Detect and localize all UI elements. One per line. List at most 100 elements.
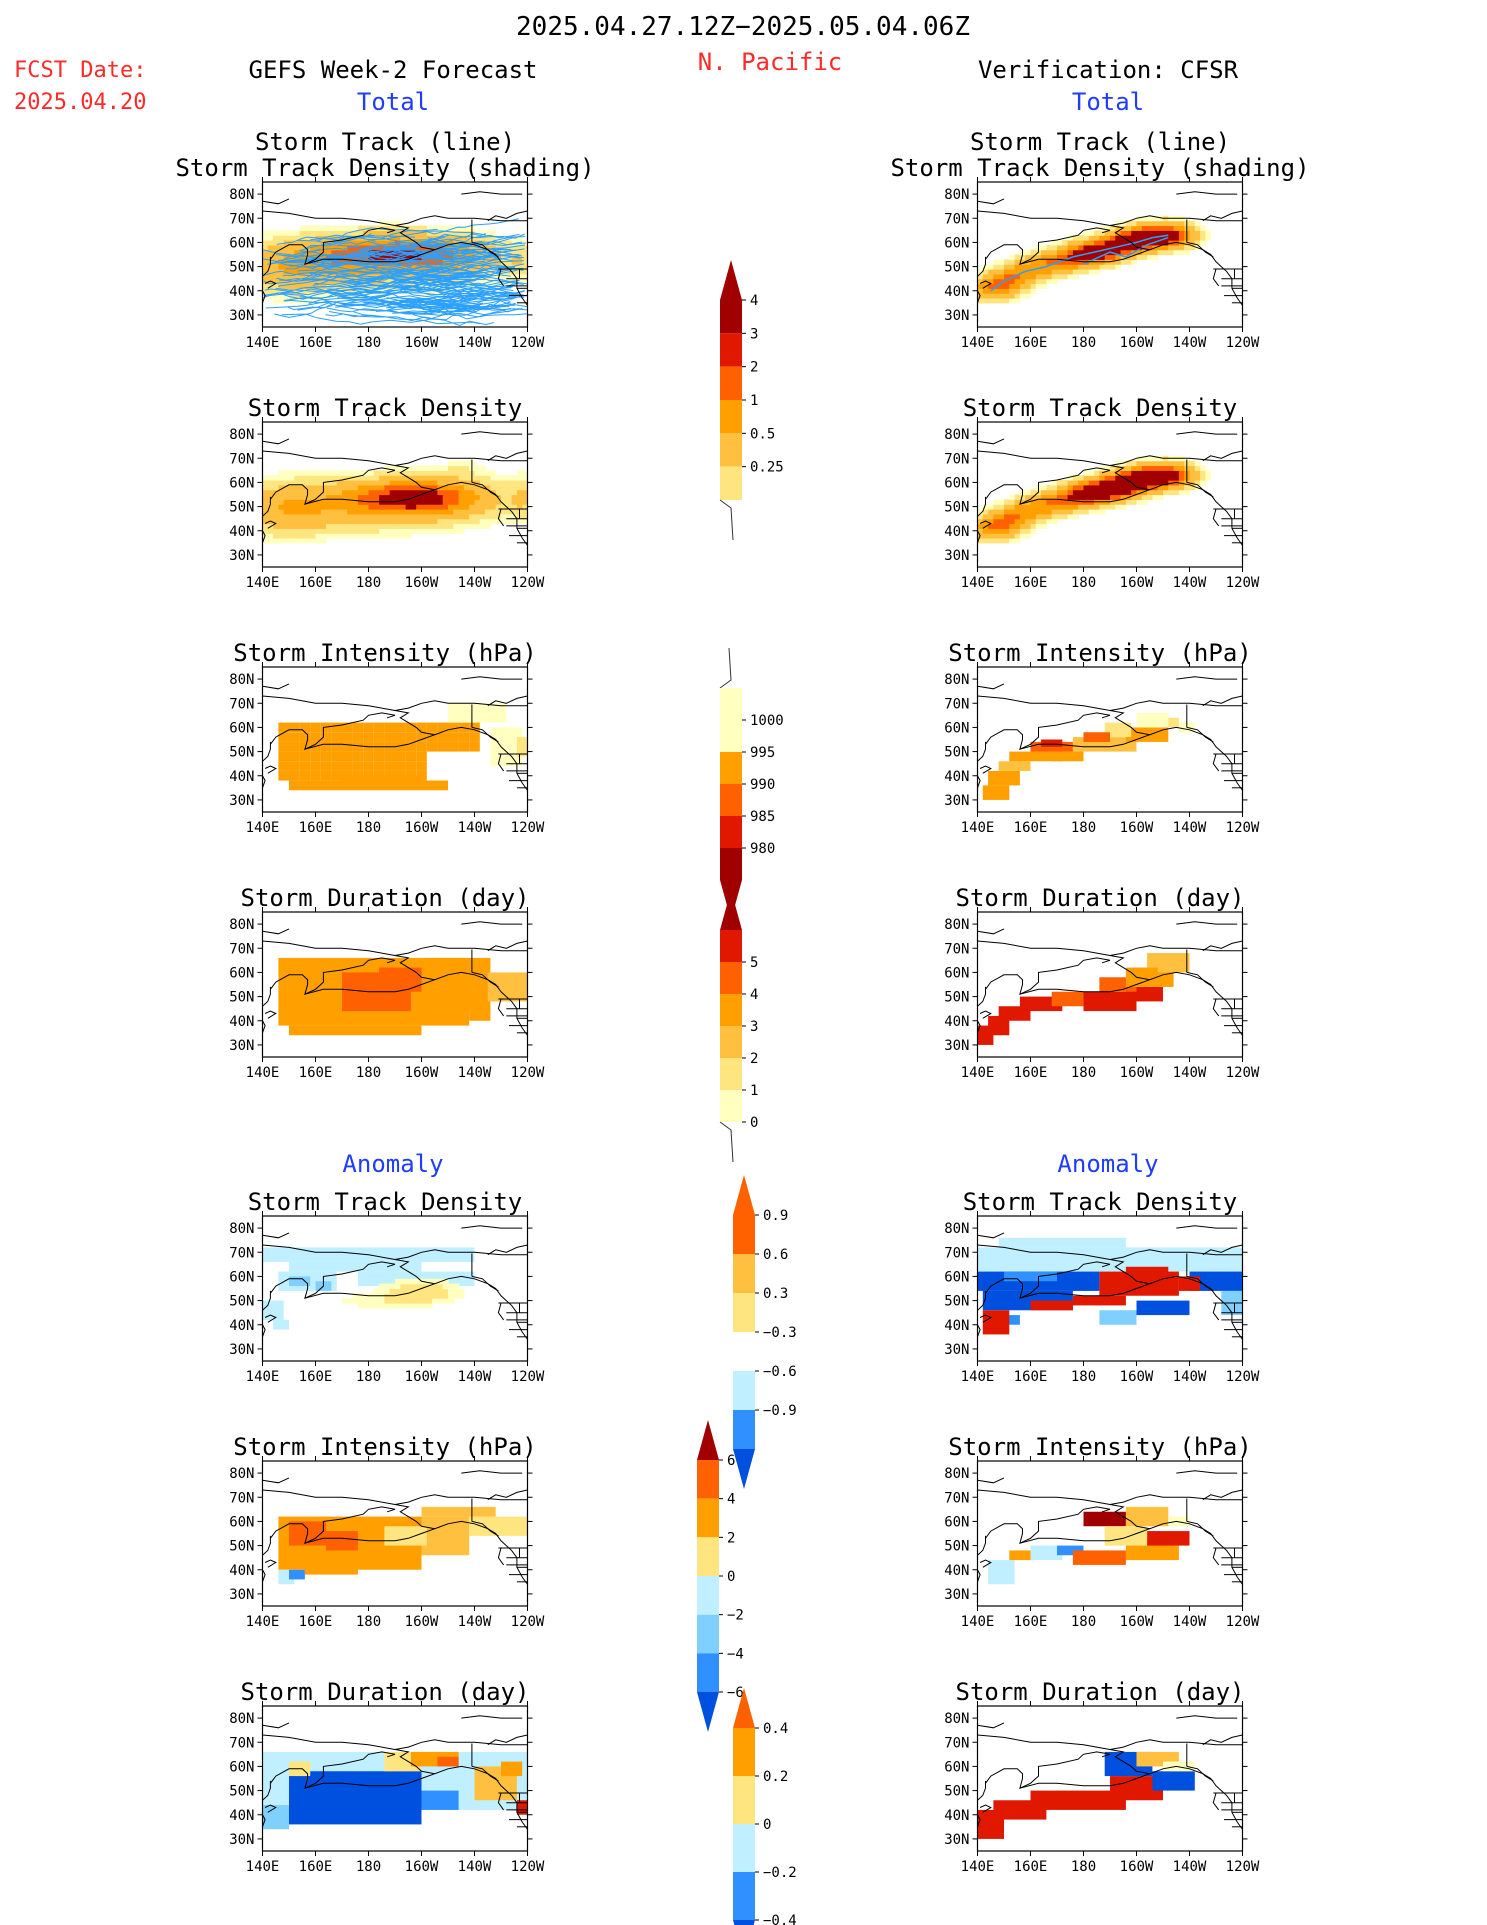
lon-tick-label: 160W [405, 1614, 439, 1630]
map-forecast-intensity: Storm Intensity (hPa) 80N 70N 60N 50N 40N 30N 1… [229, 639, 545, 836]
lat-tick-label: 40N [944, 524, 969, 540]
coastline [262, 1722, 290, 1729]
lon-tick-label: 160E [299, 1065, 333, 1081]
colorbar-label: 995 [750, 745, 775, 761]
colorbar-label: 0.5 [750, 426, 775, 442]
colorbar-label: 0.25 [750, 460, 784, 476]
panel-title: Storm Track Density [248, 394, 523, 422]
coastline [977, 1569, 981, 1583]
lon-tick-label: 140W [458, 575, 492, 591]
colorbar-label: 3 [750, 1019, 758, 1035]
coastline [1186, 1275, 1214, 1292]
coastline [977, 450, 1243, 546]
lat-tick-label: 30N [944, 793, 969, 809]
map-verification-duration: Storm Duration (day) 80N 70N 60N 50N 40N 30N 14… [944, 884, 1260, 1081]
map-forecast-track: Storm Track (line)Storm Track Density (s… [175, 128, 594, 351]
coastline [304, 979, 435, 995]
forecast-title: GEFS Week-2 Forecast [248, 56, 538, 84]
lat-tick-label: 80N [229, 1711, 254, 1727]
lat-tick-label: 80N [944, 1221, 969, 1237]
coastline [394, 1249, 528, 1260]
coastline [979, 1314, 992, 1323]
coastline [1176, 921, 1238, 925]
colorbar-swatch [733, 1215, 755, 1254]
lon-tick-label: 160E [1014, 575, 1048, 591]
colorbar-swatch [720, 300, 742, 334]
colorbar-swatch [720, 816, 742, 848]
lon-tick-label: 120W [511, 820, 545, 836]
colorbar-swatch [720, 848, 742, 880]
coastline [1202, 450, 1243, 462]
coastline [394, 455, 528, 466]
coastline [487, 1489, 528, 1501]
colorbar-top-arrow [733, 1175, 755, 1215]
coastline [979, 280, 992, 289]
coastline [262, 1020, 266, 1034]
lon-tick-label: 120W [1226, 1369, 1260, 1385]
lon-tick-label: 160W [1120, 1859, 1154, 1875]
lon-tick-label: 120W [1226, 1614, 1260, 1630]
coastline [1019, 249, 1150, 265]
colorbar-label: 1 [750, 1083, 758, 1099]
coastline [977, 986, 986, 1007]
map-forecast-duration: Storm Duration (day) 80N 70N 60N 50N 40N 30N 14… [229, 884, 545, 1081]
lon-tick-label: 180 [1071, 575, 1096, 591]
lon-tick-label: 140W [1173, 575, 1207, 591]
colorbar-label: −4 [727, 1646, 744, 1662]
coastline [977, 198, 1005, 205]
coastline [979, 1559, 992, 1568]
lat-tick-label: 70N [229, 941, 254, 957]
lon-tick-label: 140W [458, 1614, 492, 1630]
coastline [487, 1734, 528, 1746]
colorbar-label: −0.6 [763, 1364, 797, 1380]
coastline [262, 1535, 271, 1556]
coastline [985, 227, 1111, 266]
coastline [471, 726, 499, 743]
map-frame [261, 666, 529, 813]
colorbar-swatch [697, 1653, 719, 1692]
colorbar-label: 0 [750, 1115, 758, 1131]
panel-title: Storm Track Density (shading) [175, 154, 594, 182]
coastline [394, 1739, 528, 1750]
panel-title: Storm Track Density (shading) [890, 154, 1309, 182]
lon-tick-label: 140W [458, 335, 492, 351]
colorbar-label: 0.4 [763, 1721, 788, 1737]
coastline [487, 210, 528, 222]
map-verification-density: Storm Track Density 80N 70N 60N 50N 40N 30N 140… [944, 394, 1260, 591]
lat-tick-label: 80N [229, 1221, 254, 1237]
lon-tick-label: 120W [1226, 1065, 1260, 1081]
coastline [977, 741, 986, 762]
lat-tick-label: 60N [944, 235, 969, 251]
lat-tick-label: 50N [229, 1539, 254, 1555]
coastline [262, 741, 271, 762]
coastline [1019, 1528, 1150, 1544]
coastline [270, 467, 396, 506]
map-field [262, 191, 528, 327]
coastline [1202, 940, 1243, 952]
lat-tick-label: 30N [229, 1832, 254, 1848]
coastline [979, 1804, 992, 1813]
lon-tick-label: 180 [1071, 1614, 1096, 1630]
coastline [262, 438, 290, 445]
colorbar-swatch [697, 1460, 719, 1499]
colorbar-label: 4 [750, 987, 758, 1003]
map-forecast-density: Storm Track Density 80N 70N 60N 50N 40N 30N 140… [229, 394, 545, 591]
coastline [1186, 481, 1214, 498]
coastline [264, 1010, 277, 1019]
coastline [977, 1290, 986, 1311]
verification-anomaly-label: Anomaly [1057, 1150, 1159, 1178]
lon-tick-label: 120W [511, 1859, 545, 1875]
coastline [262, 1232, 290, 1239]
coastline [262, 928, 290, 935]
colorbar-swatch [720, 433, 742, 467]
lon-tick-label: 180 [356, 575, 381, 591]
lat-tick-label: 40N [944, 1318, 969, 1334]
coastline [1176, 676, 1238, 680]
lat-tick-label: 60N [229, 235, 254, 251]
coastline [977, 1020, 981, 1034]
map-verification-anom-density: Storm Track Density 80N 70N 60N 50N 40N 30N 140… [944, 1188, 1260, 1385]
coastline [977, 1722, 1005, 1729]
coastline [262, 1244, 528, 1340]
lat-tick-label: 70N [944, 1735, 969, 1751]
lon-tick-label: 160W [1120, 575, 1154, 591]
